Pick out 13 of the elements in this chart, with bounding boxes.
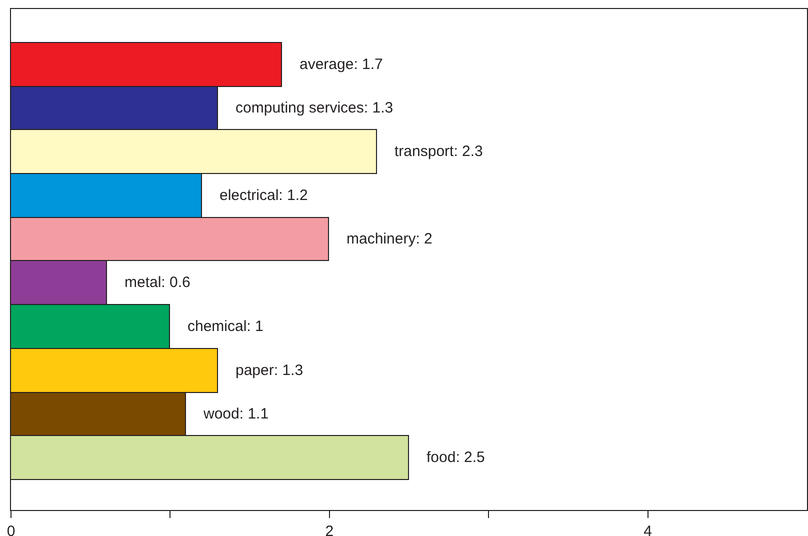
data-label: chemical: 1 bbox=[172, 318, 264, 335]
data-label: transport: 2.3 bbox=[380, 143, 483, 160]
data-label: computing services: 1.3 bbox=[220, 100, 394, 116]
data-label: machinery: 2 bbox=[332, 230, 432, 248]
x-tick-label: 4 bbox=[644, 523, 652, 536]
data-label: wood: 1.1 bbox=[188, 406, 269, 422]
x-tick-label: 2 bbox=[325, 523, 334, 536]
data-label: metal: 0.6 bbox=[110, 274, 190, 291]
data-label: paper: 1.3 bbox=[220, 362, 304, 379]
data-label: electrical: 1.2 bbox=[204, 187, 308, 204]
data-label: average: 1.7 bbox=[284, 56, 383, 73]
data-label: food: 2.5 bbox=[412, 449, 485, 466]
x-tick-label: 0 bbox=[6, 523, 16, 536]
